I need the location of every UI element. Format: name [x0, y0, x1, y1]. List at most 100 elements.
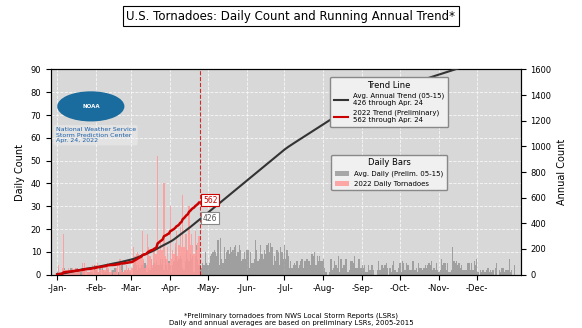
Bar	[120, 265, 122, 275]
Bar	[146, 272, 147, 275]
Bar	[249, 268, 250, 275]
Bar	[119, 259, 120, 275]
Bar	[274, 256, 275, 275]
Bar	[336, 268, 338, 275]
Bar	[332, 270, 333, 275]
Bar	[503, 272, 505, 275]
Bar	[141, 265, 142, 275]
Bar	[475, 265, 476, 275]
Bar	[283, 259, 284, 275]
Bar	[434, 268, 435, 275]
Bar	[136, 265, 137, 275]
Bar	[427, 265, 428, 275]
Bar	[58, 268, 59, 275]
Bar	[267, 245, 268, 275]
Bar	[140, 256, 141, 275]
Bar	[406, 263, 407, 275]
Bar	[499, 270, 500, 275]
Bar	[441, 259, 442, 275]
Bar	[147, 272, 148, 275]
Bar	[331, 259, 332, 275]
Bar	[230, 247, 231, 275]
Bar	[166, 259, 167, 275]
Bar	[158, 250, 159, 275]
Bar	[397, 272, 398, 275]
Bar	[491, 272, 492, 275]
Bar	[286, 250, 288, 275]
Bar	[95, 270, 97, 275]
Bar	[68, 268, 69, 275]
Bar	[251, 263, 253, 275]
Bar	[107, 263, 108, 275]
Bar	[417, 272, 418, 275]
Bar	[171, 272, 172, 275]
Bar	[245, 259, 246, 275]
Y-axis label: Daily Count: Daily Count	[15, 144, 25, 200]
Bar	[239, 245, 240, 275]
Bar	[257, 261, 259, 275]
Bar	[81, 268, 83, 275]
Bar	[457, 265, 459, 275]
Bar	[423, 268, 424, 275]
Bar	[295, 265, 296, 275]
Bar	[400, 272, 402, 275]
Bar	[112, 270, 113, 275]
Bar	[92, 272, 93, 275]
Bar	[275, 261, 276, 275]
Bar	[364, 265, 365, 275]
Bar	[94, 265, 95, 275]
Bar	[228, 250, 229, 275]
Bar	[303, 268, 304, 275]
Bar	[168, 263, 169, 275]
Bar	[265, 254, 267, 275]
Bar	[93, 270, 94, 275]
Bar	[359, 259, 360, 275]
Bar	[200, 265, 201, 275]
Bar	[173, 261, 175, 275]
Bar	[225, 259, 226, 275]
Text: 562: 562	[203, 195, 217, 205]
Bar	[505, 270, 506, 275]
Bar	[61, 272, 62, 275]
2022 Trend (Preliminary)
562 through Apr. 24	[109, 263, 116, 267]
Bar	[172, 250, 173, 275]
Bar	[379, 270, 381, 275]
Bar	[420, 268, 421, 275]
Bar	[221, 259, 222, 275]
Bar	[450, 272, 451, 275]
Bar	[317, 256, 318, 275]
Bar	[169, 206, 171, 275]
Bar	[72, 268, 73, 275]
Bar	[205, 252, 206, 275]
Bar	[151, 259, 152, 275]
Bar	[482, 270, 484, 275]
Bar	[161, 250, 162, 275]
Bar	[373, 270, 374, 275]
Bar	[477, 272, 478, 275]
Bar	[285, 259, 286, 275]
Bar	[476, 259, 477, 275]
Bar	[451, 270, 452, 275]
Bar	[262, 259, 264, 275]
Bar	[484, 272, 485, 275]
Bar	[474, 261, 475, 275]
Bar	[408, 265, 410, 275]
Line: 2022 Trend (Preliminary)
562 through Apr. 24: 2022 Trend (Preliminary) 562 through Apr…	[57, 203, 199, 275]
Bar	[339, 272, 340, 275]
Bar	[94, 270, 95, 275]
Bar	[206, 263, 207, 275]
Bar	[511, 270, 512, 275]
Bar	[342, 268, 343, 275]
Bar	[289, 268, 290, 275]
Bar	[140, 268, 141, 275]
Bar	[142, 265, 143, 275]
Bar	[347, 272, 348, 275]
Bar	[184, 234, 186, 275]
Bar	[77, 268, 78, 275]
Bar	[196, 245, 197, 275]
Bar	[58, 265, 59, 275]
Bar	[514, 265, 515, 275]
Bar	[324, 268, 325, 275]
Bar	[292, 268, 293, 275]
Bar	[173, 254, 175, 275]
